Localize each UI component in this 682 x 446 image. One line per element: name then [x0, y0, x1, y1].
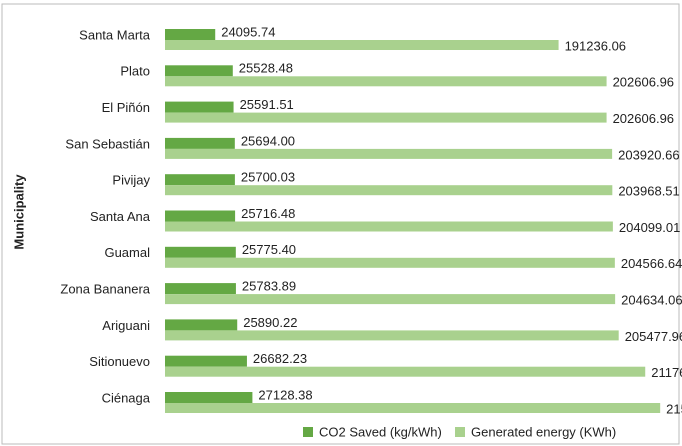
- y-tick-label: Plato: [120, 64, 150, 79]
- legend-label: Generated energy (KWh): [471, 424, 616, 439]
- value-label: 25700.03: [241, 170, 295, 185]
- value-label: 26682.23: [253, 351, 307, 366]
- bar: [165, 257, 615, 268]
- bar: [165, 319, 238, 331]
- value-label: 25528.48: [239, 61, 293, 76]
- value-label: 25591.51: [240, 97, 294, 112]
- bar: [165, 29, 216, 40]
- bar: [165, 210, 236, 222]
- bar: [165, 112, 607, 123]
- bar: [165, 330, 619, 341]
- value-label: 25783.89: [242, 279, 296, 294]
- value-label: 25890.22: [243, 315, 297, 330]
- bar: [165, 366, 646, 377]
- value-label: 203920.66: [618, 147, 679, 162]
- y-tick-label: Santa Marta: [79, 27, 151, 42]
- value-label: 25716.48: [241, 206, 295, 221]
- value-label: 202606.96: [613, 75, 674, 90]
- bar: [165, 148, 613, 159]
- bar: [165, 221, 613, 232]
- y-axis-label: Municipality: [11, 174, 26, 250]
- y-tick-label: Guamal: [104, 245, 150, 260]
- legend-swatch: [455, 427, 465, 437]
- bar: [165, 174, 235, 186]
- bar: [165, 40, 559, 50]
- value-label: 215304.61: [666, 401, 682, 416]
- bar: [165, 294, 616, 305]
- bar: [165, 65, 233, 77]
- y-tick-label: Pivijay: [112, 173, 150, 188]
- value-label: 25775.40: [242, 242, 296, 257]
- value-label: 25694.00: [241, 133, 295, 148]
- value-label: 205477.96: [625, 329, 682, 344]
- value-label: 202606.96: [613, 111, 674, 126]
- y-tick-label: El Piñón: [102, 100, 150, 115]
- bar: [165, 185, 613, 196]
- value-label: 204099.01: [619, 220, 680, 235]
- legend-label: CO2 Saved (kg/kWh): [319, 424, 442, 439]
- y-tick-label: Sitionuevo: [89, 354, 150, 369]
- value-label: 203968.51: [618, 184, 679, 199]
- bar: [165, 355, 247, 367]
- value-label: 211763.71: [651, 365, 682, 380]
- bar: [165, 392, 253, 403]
- value-label: 24095.74: [221, 24, 275, 39]
- value-label: 204634.06: [621, 293, 682, 308]
- bar: [165, 403, 661, 413]
- bar: [165, 76, 607, 87]
- bar: [165, 137, 235, 149]
- value-label: 27128.38: [258, 387, 312, 402]
- bar: [165, 101, 234, 113]
- value-label: 204566.64: [621, 256, 682, 271]
- bar: [165, 246, 236, 258]
- value-label: 191236.06: [565, 38, 626, 53]
- y-tick-label: San Sebastián: [65, 136, 150, 151]
- y-tick-label: Santa Ana: [90, 209, 151, 224]
- y-tick-label: Ariguani: [102, 318, 150, 333]
- y-tick-label: Zona Bananera: [60, 282, 150, 297]
- legend-swatch: [303, 427, 313, 437]
- bar: [165, 283, 236, 295]
- y-tick-label: Ciénaga: [102, 390, 151, 405]
